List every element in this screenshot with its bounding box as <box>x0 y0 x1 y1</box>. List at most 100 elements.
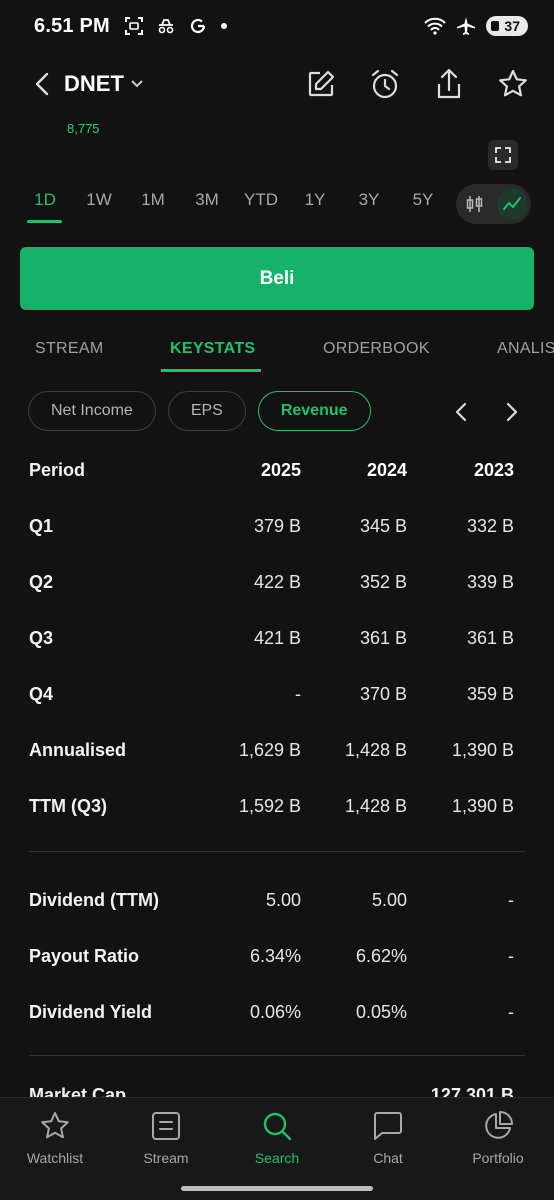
ticker-selector[interactable]: DNET <box>64 71 144 97</box>
chip-net-income[interactable]: Net Income <box>28 391 156 431</box>
row-value: 1,592 B <box>238 796 301 816</box>
chips-next-button[interactable] <box>497 397 527 427</box>
timeframe-3y[interactable]: 3Y <box>358 190 380 209</box>
row-value: 370 B <box>359 684 407 704</box>
timeframe-5y[interactable]: 5Y <box>412 190 434 209</box>
header-year-2: 2024 <box>366 460 407 480</box>
chart-type-toggle <box>456 184 531 224</box>
row-value: 5.00 <box>265 890 301 910</box>
nav-label: Chat <box>373 1150 403 1166</box>
row-value: 5.00 <box>371 890 407 910</box>
row-value: - <box>508 946 514 966</box>
timeframe-3m[interactable]: 3M <box>195 190 219 209</box>
header-period: Period <box>29 460 86 480</box>
table-row: Q3 421 B 361 B 361 B <box>0 610 554 666</box>
table-row: Q4 - 370 B 359 B <box>0 666 554 722</box>
section-divider <box>29 851 525 852</box>
screenshot-icon <box>124 17 143 35</box>
star-icon <box>41 1112 69 1139</box>
edit-icon <box>308 70 335 97</box>
header-actions <box>304 67 530 101</box>
tab-active-indicator <box>161 369 261 372</box>
search-icon <box>263 1112 292 1141</box>
row-value: 339 B <box>466 572 514 592</box>
pie-chart-icon <box>485 1111 513 1139</box>
tab-analisis[interactable]: ANALISIS <box>497 340 554 357</box>
status-bar: 6.51 PM 37 <box>0 0 554 52</box>
bottom-navigation: Watchlist Stream Search Chat Portfolio <box>0 1097 554 1200</box>
tab-stream[interactable]: STREAM <box>35 340 104 357</box>
chip-eps[interactable]: EPS <box>167 391 246 431</box>
price-axis-label: 8,775 <box>67 121 100 136</box>
google-icon <box>190 18 205 34</box>
candlestick-option[interactable] <box>460 188 491 220</box>
chip-revenue[interactable]: Revenue <box>257 391 371 431</box>
table-header-row: Period 2025 2024 2023 <box>0 442 554 498</box>
row-value: 6.34% <box>249 946 301 966</box>
row-value: 361 B <box>359 628 407 648</box>
share-icon <box>437 68 461 99</box>
share-button[interactable] <box>432 67 466 101</box>
edit-button[interactable] <box>304 67 338 101</box>
airplane-icon <box>457 17 476 35</box>
candlestick-icon <box>467 196 483 212</box>
tab-orderbook[interactable]: ORDERBOOK <box>323 340 430 357</box>
row-value: 1,390 B <box>451 796 514 816</box>
row-value: 0.06% <box>249 1002 301 1022</box>
status-time: 6.51 PM <box>34 14 110 37</box>
nav-label: Stream <box>143 1150 189 1166</box>
chips-prev-button[interactable] <box>446 397 476 427</box>
row-value: 379 B <box>253 516 301 536</box>
timeframe-ytd[interactable]: YTD <box>244 190 278 209</box>
row-label: Q4 <box>29 684 54 704</box>
nav-label: Search <box>254 1150 300 1166</box>
nav-stream[interactable]: Stream <box>121 1110 211 1166</box>
row-value: 345 B <box>359 516 407 536</box>
nav-watchlist[interactable]: Watchlist <box>10 1110 100 1166</box>
chat-icon <box>374 1112 402 1140</box>
chevron-left-icon <box>35 72 49 96</box>
star-icon <box>499 69 527 97</box>
nav-chat[interactable]: Chat <box>343 1110 433 1166</box>
row-label: Annualised <box>29 740 127 760</box>
alarm-button[interactable] <box>368 67 402 101</box>
timeframe-1w[interactable]: 1W <box>86 190 112 209</box>
timeframe-1y[interactable]: 1Y <box>304 190 326 209</box>
table-row: Q1 379 B 345 B 332 B <box>0 498 554 554</box>
stream-icon <box>152 1112 180 1140</box>
nav-label: Portfolio <box>472 1150 524 1166</box>
row-value: 352 B <box>359 572 407 592</box>
dividend-table: Dividend (TTM) 5.00 5.00 - Payout Ratio … <box>0 872 554 1040</box>
table-row: Dividend Yield 0.06% 0.05% - <box>0 984 554 1040</box>
status-icons-right: 37 <box>424 16 528 36</box>
row-value: - <box>508 1002 514 1022</box>
row-label: Dividend (TTM) <box>29 890 159 910</box>
chevron-left-icon <box>455 402 467 422</box>
line-chart-option[interactable] <box>496 188 527 220</box>
nav-portfolio[interactable]: Portfolio <box>453 1110 543 1166</box>
timeframe-1d[interactable]: 1D <box>34 190 56 209</box>
alarm-icon <box>371 69 399 99</box>
row-label: Q3 <box>29 628 54 648</box>
expand-icon <box>495 147 511 163</box>
revenue-table: Period 2025 2024 2023 Q1 379 B 345 B 332… <box>0 442 554 834</box>
favorite-button[interactable] <box>496 67 530 101</box>
fullscreen-button[interactable] <box>488 140 518 170</box>
row-value: 0.05% <box>355 1002 407 1022</box>
home-indicator[interactable] <box>181 1186 373 1191</box>
section-tabs: STREAM KEYSTATS ORDERBOOK ANALISIS <box>0 330 554 374</box>
notification-dot-icon <box>220 23 227 29</box>
back-button[interactable] <box>28 64 56 104</box>
row-label: Q2 <box>29 572 54 592</box>
buy-button[interactable]: Beli <box>20 247 534 310</box>
timeframe-1m[interactable]: 1M <box>141 190 165 209</box>
row-value: 6.62% <box>355 946 407 966</box>
chevron-down-icon <box>131 80 143 88</box>
row-value: 422 B <box>253 572 301 592</box>
row-value: 421 B <box>253 628 301 648</box>
tab-keystats[interactable]: KEYSTATS <box>170 340 256 357</box>
header-year-3: 2023 <box>473 460 514 480</box>
row-value: 361 B <box>466 628 514 648</box>
nav-search[interactable]: Search <box>232 1110 322 1166</box>
ticker-symbol: DNET <box>64 71 124 96</box>
